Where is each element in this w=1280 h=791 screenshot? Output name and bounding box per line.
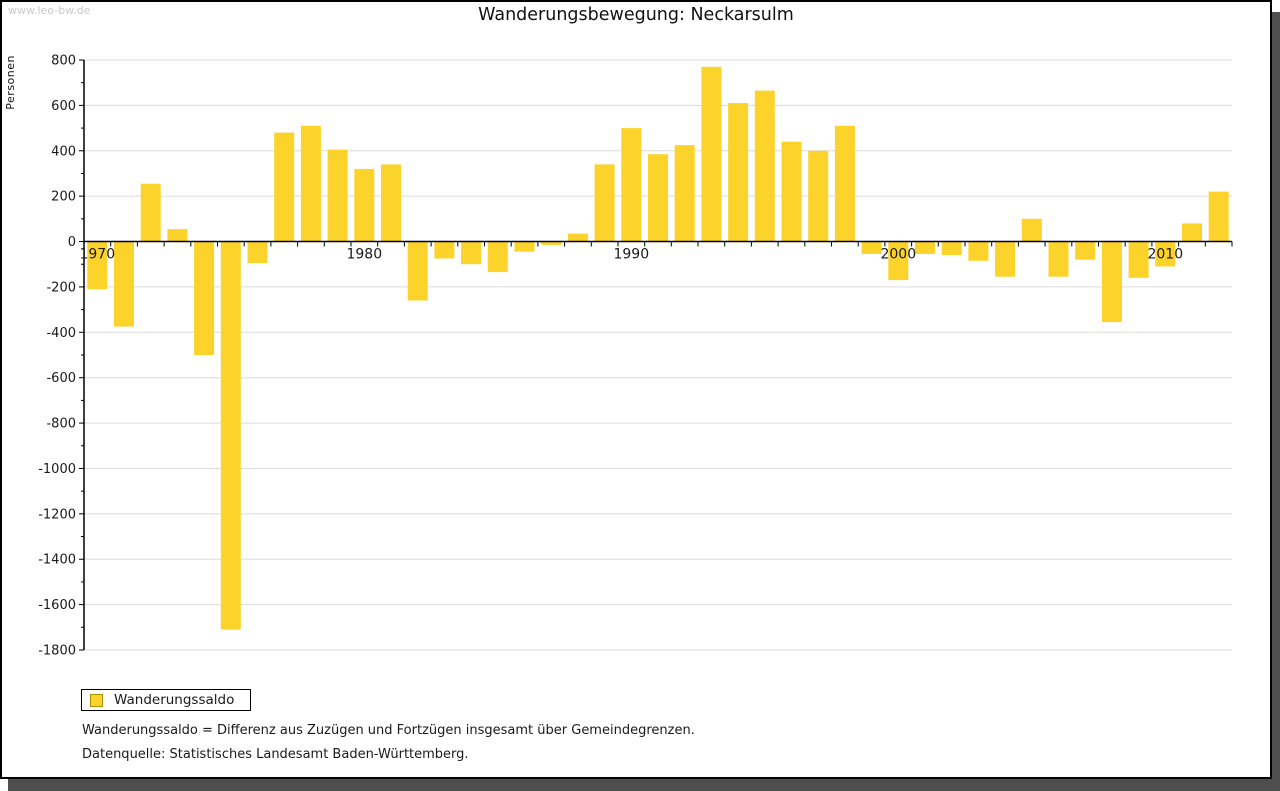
- footnote-source: Datenquelle: Statistisches Landesamt Bad…: [82, 747, 469, 762]
- chart-title: Wanderungsbewegung: Neckarsulm: [478, 5, 794, 25]
- bar-1992: [674, 145, 695, 242]
- chart-image-frame: www.leo-bw.de Wanderungsbewegung: Neckar…: [0, 0, 1272, 779]
- bar-2009: [1128, 241, 1149, 278]
- y-tick-label: 400: [51, 144, 76, 159]
- bar-1975: [220, 241, 241, 630]
- y-tick-label: -1600: [38, 598, 76, 613]
- bar-1978: [300, 125, 321, 242]
- bar-2008: [1101, 241, 1122, 323]
- bar-1984: [461, 241, 482, 265]
- x-tick-label: 2010: [1147, 247, 1183, 263]
- bar-1983: [434, 241, 455, 259]
- legend-swatch-icon: [90, 693, 103, 707]
- bar-2004: [995, 241, 1016, 277]
- bar-1993: [701, 66, 722, 242]
- legend-label: Wanderungssaldo: [114, 692, 235, 708]
- bar-1997: [808, 150, 829, 242]
- bar-2005: [1021, 218, 1042, 242]
- y-tick-label: -1200: [38, 507, 76, 522]
- y-tick-label: -400: [46, 326, 76, 341]
- y-tick-label: -200: [46, 280, 76, 295]
- bar-1991: [648, 154, 668, 242]
- bar-2006: [1048, 241, 1069, 277]
- y-tick-label: -800: [46, 417, 76, 432]
- bar-1999: [861, 241, 882, 254]
- x-tick-label: 1990: [613, 247, 649, 263]
- bar-1972: [140, 183, 161, 242]
- bar-1998: [834, 125, 855, 242]
- bar-2012: [1208, 191, 1229, 242]
- y-tick-label: 0: [68, 235, 76, 250]
- y-tick-label: -1800: [38, 644, 76, 659]
- footnote-definition: Wanderungssaldo = Differenz aus Zuzügen …: [82, 723, 695, 738]
- bar-1988: [567, 233, 588, 242]
- legend-box: Wanderungssaldo: [81, 689, 252, 711]
- bar-2011: [1182, 223, 1202, 242]
- x-tick-label: 1980: [346, 247, 382, 263]
- y-tick-label: 200: [51, 190, 76, 205]
- bar-1987: [541, 241, 562, 245]
- bar-2010: [1155, 241, 1176, 267]
- bar-1986: [514, 241, 535, 252]
- bar-1989: [594, 164, 615, 242]
- bar-1996: [781, 141, 802, 242]
- bar-1973: [167, 229, 188, 242]
- x-tick-label: 2000: [880, 247, 916, 263]
- bar-1979: [327, 149, 348, 242]
- bar-1982: [407, 241, 428, 301]
- bar-1981: [381, 164, 401, 242]
- bar-1995: [754, 90, 775, 242]
- bar-2007: [1075, 241, 1096, 260]
- bar-1985: [487, 241, 508, 273]
- bar-2000: [888, 241, 909, 281]
- bar-1994: [728, 103, 749, 242]
- bar-1976: [247, 241, 268, 264]
- watermark: www.leo-bw.de: [8, 4, 91, 17]
- bar-1971: [114, 241, 134, 327]
- y-tick-label: 800: [51, 54, 76, 69]
- bar-2001: [915, 241, 935, 254]
- bar-chart-canvas: -1800 -1600 -1400 -1200 -1000 -800 -600 -400 -20…: [38, 54, 1233, 659]
- y-tick-label: -1400: [38, 553, 76, 568]
- y-tick-label: -600: [46, 371, 76, 386]
- y-tick-label: -1000: [38, 462, 76, 477]
- bar-2003: [968, 241, 989, 261]
- bar-1977: [274, 132, 295, 242]
- bar-1990: [621, 128, 642, 242]
- y-tick-label: 600: [51, 99, 76, 114]
- bar-1974: [194, 241, 215, 355]
- bar-2002: [941, 241, 962, 256]
- bar-1980: [354, 168, 375, 242]
- bar-1970: [87, 241, 108, 290]
- x-tick-label: 1970: [79, 247, 115, 263]
